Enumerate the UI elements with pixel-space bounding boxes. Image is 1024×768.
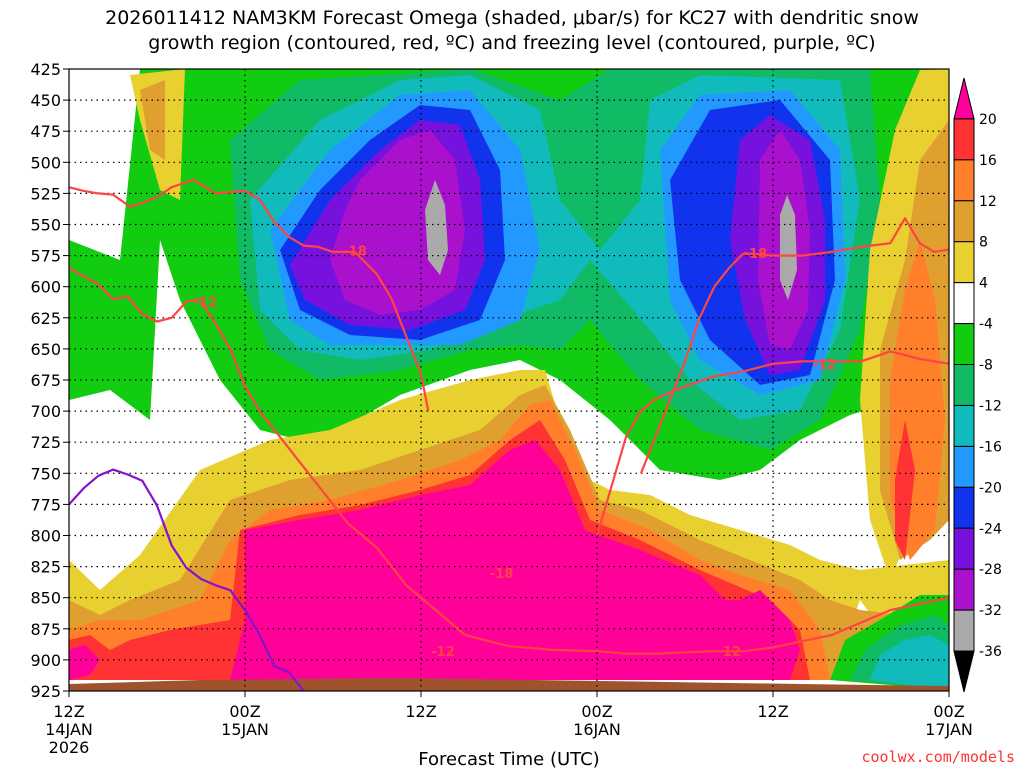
colorbar-label: -16 <box>979 439 1002 455</box>
colorbar-swatch <box>953 527 975 570</box>
y-tick-label: 725 <box>30 433 61 452</box>
contour-lines <box>69 178 949 691</box>
omega-shading <box>69 69 949 691</box>
omega-patch-lowright-3 <box>870 635 949 690</box>
x-tick-label: 17JAN <box>925 720 973 739</box>
colorbar-label: -32 <box>979 603 1002 619</box>
colorbar-swatch <box>953 445 975 488</box>
contour-label: -18 <box>343 245 367 260</box>
y-tick-label: 600 <box>30 278 61 297</box>
grid-lines <box>69 69 949 691</box>
colorbar-label: -12 <box>979 398 1002 414</box>
y-tick-label: 800 <box>30 527 61 546</box>
contour-label: -12 <box>431 645 455 660</box>
colorbar-swatch <box>953 568 975 611</box>
colorbar-label: -36 <box>979 644 1002 660</box>
colorbar-swatch <box>953 282 975 325</box>
colorbar-label: 20 <box>979 112 997 128</box>
x-tick-label: 14JAN <box>45 720 93 739</box>
credit-text: coolwx.com/models <box>861 748 1015 766</box>
y-tick-label: 825 <box>30 558 61 577</box>
contour-label: -18 <box>490 567 514 582</box>
contour-label: -12 <box>194 296 218 311</box>
x-tick-label: 2026 <box>49 738 90 757</box>
colorbar-label: 12 <box>979 194 997 210</box>
terrain <box>69 678 949 691</box>
y-tick-label: 475 <box>30 122 61 141</box>
colorbar-label: -20 <box>979 480 1002 496</box>
colorbar-label: 4 <box>979 276 988 292</box>
contour-label: -18 <box>744 247 768 262</box>
contour-dgz_upper <box>69 178 355 253</box>
colorbar-label: -24 <box>979 521 1002 537</box>
y-tick-label: 650 <box>30 340 61 359</box>
colorbar-label: -4 <box>979 317 993 333</box>
contour-dgz_lower_c <box>595 350 949 536</box>
x-tick-label: 12Z <box>757 702 788 721</box>
y-tick-label: 550 <box>30 216 61 235</box>
y-tick-label: 700 <box>30 402 61 421</box>
y-tick-label: 925 <box>30 682 61 701</box>
colorbar-swatch <box>953 404 975 447</box>
contour-dgz_lower <box>69 267 202 323</box>
colorbar-swatch <box>953 486 975 529</box>
colorbar-swatch <box>953 364 975 406</box>
colorbar-label: -8 <box>979 358 993 374</box>
y-tick-label: 500 <box>30 153 61 172</box>
colorbar: 20 16 12 8 4 -4 -8 -12 -16 -20 -24 -28 -32 -36 <box>953 77 1002 693</box>
contour-labels: -18 -12 -18 -12 -18 -12 12 <box>194 245 836 661</box>
x-tick-label: 00Z <box>581 702 612 721</box>
y-tick-label: 450 <box>30 91 61 110</box>
colorbar-cap-bottom <box>953 650 975 693</box>
colorbar-label: 16 <box>979 153 997 169</box>
colorbar-cap-top <box>953 77 975 120</box>
contour-dgz_upper_b <box>354 251 430 412</box>
contour-dgz_upper_d <box>743 217 949 257</box>
contour-dgz_upper_c <box>639 252 745 474</box>
y-tick-label: 675 <box>30 371 61 390</box>
x-tick-label: 16JAN <box>573 720 621 739</box>
chart-title-line1: 2026011412 NAM3KM Forecast Omega (shaded… <box>105 7 919 29</box>
y-tick-label: 525 <box>30 184 61 203</box>
colorbar-label: 8 <box>979 235 988 251</box>
omega-band-minus28 <box>330 130 810 350</box>
x-tick-label: 00Z <box>933 702 964 721</box>
colorbar-swatch <box>953 118 975 161</box>
contour-dgz_lower_b <box>200 300 949 655</box>
y-tick-label: 575 <box>30 247 61 266</box>
y-tick-label: 900 <box>30 651 61 670</box>
y-axis: 425 450 475 500 525 550 575 600 625 650 675 700 725 7… <box>30 60 69 701</box>
chart-title-line2: growth region (contoured, red, ºC) and f… <box>148 32 875 54</box>
contour-freezing_level <box>69 468 305 691</box>
colorbar-swatch <box>953 609 975 652</box>
contour-label: -12 <box>813 358 837 373</box>
colorbar-swatch <box>953 323 975 366</box>
y-tick-label: 850 <box>30 589 61 608</box>
y-tick-label: 425 <box>30 60 61 79</box>
x-tick-label: 12Z <box>53 702 84 721</box>
y-tick-label: 875 <box>30 620 61 639</box>
x-axis-label: Forecast Time (UTC) <box>418 749 599 768</box>
colorbar-label: -28 <box>979 562 1002 578</box>
y-tick-label: 775 <box>30 495 61 514</box>
x-tick-label: 00Z <box>229 702 260 721</box>
colorbar-swatch <box>953 159 975 202</box>
contour-label: 12 <box>723 645 741 660</box>
y-tick-label: 625 <box>30 309 61 328</box>
x-tick-label: 15JAN <box>221 720 269 739</box>
colorbar-swatch <box>953 200 975 243</box>
y-tick-label: 750 <box>30 464 61 483</box>
colorbar-swatch <box>953 241 975 284</box>
x-tick-label: 12Z <box>405 702 436 721</box>
